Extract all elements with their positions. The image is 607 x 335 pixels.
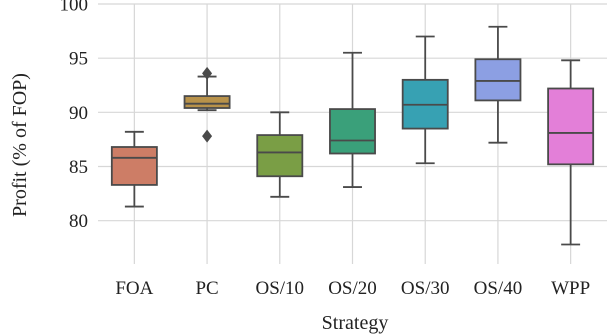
x-tick-label: OS/20 <box>328 278 377 299</box>
outlier-point <box>202 66 213 80</box>
box-group <box>329 51 376 188</box>
tick-layer: 80 85 90 95 100 FOA PC OS/10 OS/20 OS/30 OS/40 WPP <box>60 0 591 299</box>
x-tick-label: OS/10 <box>255 278 304 299</box>
iqr-box <box>256 134 304 178</box>
box-group <box>183 66 231 143</box>
y-axis-title: Profit (% of FOP) <box>9 73 31 217</box>
box-group <box>401 35 449 165</box>
y-tick-label: 85 <box>69 157 88 178</box>
x-tick-label: WPP <box>551 278 590 299</box>
box-group <box>547 59 595 246</box>
iqr-box <box>474 58 522 102</box>
y-tick-label: 100 <box>60 0 89 16</box>
y-tick-label: 95 <box>69 49 88 70</box>
box-group <box>474 25 522 144</box>
iqr-box <box>547 87 595 166</box>
iqr-box <box>183 95 231 109</box>
x-tick-label: OS/30 <box>401 278 450 299</box>
iqr-box <box>110 146 158 186</box>
x-tick-label: PC <box>195 278 218 299</box>
x-tick-label: OS/40 <box>474 278 523 299</box>
iqr-box <box>329 108 376 155</box>
x-axis-title: Strategy <box>322 312 389 334</box>
x-tick-label: FOA <box>115 278 153 299</box>
y-tick-label: 90 <box>69 103 88 124</box>
box-group <box>110 130 158 208</box>
y-tick-label: 80 <box>69 211 88 232</box>
box-layer <box>110 25 595 246</box>
outlier-point <box>202 129 213 143</box>
box-group <box>256 111 304 198</box>
